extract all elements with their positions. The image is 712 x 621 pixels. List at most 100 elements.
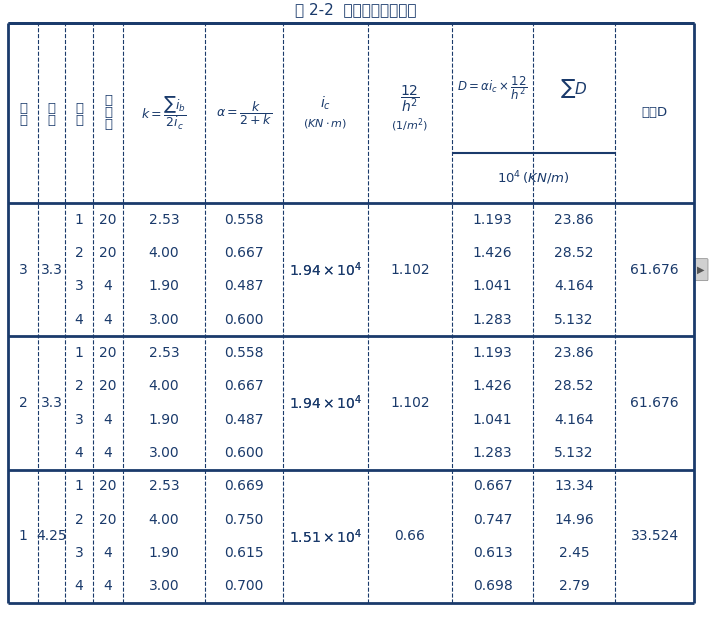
Text: 20: 20 (99, 513, 117, 527)
Text: 柱: 柱 (104, 94, 112, 107)
Text: 5.132: 5.132 (554, 446, 594, 460)
Text: 1.193: 1.193 (473, 346, 513, 360)
Text: $1.94\times 10^4$: $1.94\times 10^4$ (289, 394, 362, 412)
Text: 0.600: 0.600 (224, 312, 263, 327)
Text: $10^4\,(KN/m)$: $10^4\,(KN/m)$ (497, 169, 570, 187)
Text: 2.53: 2.53 (149, 346, 179, 360)
Text: 0.750: 0.750 (224, 513, 263, 527)
Text: 1: 1 (19, 529, 28, 543)
Text: ▶: ▶ (697, 265, 705, 274)
Text: 1.426: 1.426 (473, 246, 513, 260)
Text: 3.3: 3.3 (41, 396, 63, 410)
Text: 61.676: 61.676 (630, 396, 679, 410)
Text: 4.00: 4.00 (149, 513, 179, 527)
Text: 0.669: 0.669 (224, 479, 264, 493)
Text: 13.34: 13.34 (554, 479, 594, 493)
Text: 2.53: 2.53 (149, 212, 179, 227)
Text: 4.00: 4.00 (149, 246, 179, 260)
Text: 2: 2 (75, 513, 83, 527)
Text: 2.79: 2.79 (559, 579, 590, 593)
Text: 2: 2 (75, 379, 83, 393)
Text: 0.600: 0.600 (224, 446, 263, 460)
Text: 1: 1 (75, 479, 83, 493)
Text: 0.667: 0.667 (224, 246, 264, 260)
Text: $1.51\times10^4$: $1.51\times10^4$ (289, 527, 362, 546)
Text: 4.00: 4.00 (149, 379, 179, 393)
Text: 1.283: 1.283 (473, 312, 513, 327)
Text: 3: 3 (75, 413, 83, 427)
Text: 23.86: 23.86 (554, 346, 594, 360)
Text: 0.558: 0.558 (224, 212, 263, 227)
Text: $\alpha=\dfrac{k}{2+k}$: $\alpha=\dfrac{k}{2+k}$ (216, 99, 272, 127)
Text: $\sum D$: $\sum D$ (560, 76, 588, 99)
Text: 0.487: 0.487 (224, 413, 263, 427)
Text: 0.558: 0.558 (224, 346, 263, 360)
Text: 4: 4 (104, 546, 112, 560)
Text: 4: 4 (104, 579, 112, 593)
Text: $k=\dfrac{\sum i_b}{2i_c}$: $k=\dfrac{\sum i_b}{2i_c}$ (141, 94, 187, 132)
Text: 4: 4 (75, 312, 83, 327)
Text: 0.613: 0.613 (473, 546, 513, 560)
Text: 层: 层 (48, 101, 56, 114)
Text: 3.00: 3.00 (149, 312, 179, 327)
Text: 1.041: 1.041 (473, 413, 513, 427)
Text: 2: 2 (19, 396, 27, 410)
Text: 4: 4 (104, 446, 112, 460)
Text: 4: 4 (75, 579, 83, 593)
Text: 20: 20 (99, 212, 117, 227)
Text: 2: 2 (75, 246, 83, 260)
Text: $(1/m^2)$: $(1/m^2)$ (392, 116, 429, 134)
Text: 14.96: 14.96 (554, 513, 594, 527)
Text: 2.53: 2.53 (149, 479, 179, 493)
Text: 28.52: 28.52 (554, 379, 594, 393)
Text: 0.66: 0.66 (394, 529, 426, 543)
Text: $1.94\times10^4$: $1.94\times10^4$ (289, 260, 362, 279)
Text: 28.52: 28.52 (554, 246, 594, 260)
Text: $D=\alpha i_c \times \dfrac{12}{h^2}$: $D=\alpha i_c \times \dfrac{12}{h^2}$ (457, 74, 528, 102)
Text: 1.90: 1.90 (149, 279, 179, 293)
Text: $1.94\times10^4$: $1.94\times10^4$ (289, 394, 362, 412)
Text: 20: 20 (99, 246, 117, 260)
Text: 柱: 柱 (75, 101, 83, 114)
Text: 根: 根 (104, 106, 112, 119)
Text: 1.283: 1.283 (473, 446, 513, 460)
Text: 5.132: 5.132 (554, 312, 594, 327)
Text: 层: 层 (19, 101, 27, 114)
Text: $\dfrac{12}{h^2}$: $\dfrac{12}{h^2}$ (400, 84, 420, 114)
Text: 20: 20 (99, 479, 117, 493)
Text: 高: 高 (48, 114, 56, 127)
Text: $1.51\times 10^4$: $1.51\times 10^4$ (289, 527, 362, 546)
Text: 3.00: 3.00 (149, 579, 179, 593)
Text: 0.667: 0.667 (224, 379, 264, 393)
Text: 2.45: 2.45 (559, 546, 590, 560)
Text: 1.90: 1.90 (149, 546, 179, 560)
Text: 0.698: 0.698 (473, 579, 513, 593)
Text: 0.747: 0.747 (473, 513, 512, 527)
Text: 61.676: 61.676 (630, 263, 679, 277)
Text: 33.524: 33.524 (630, 529, 679, 543)
Text: 3.00: 3.00 (149, 446, 179, 460)
Text: 3: 3 (19, 263, 27, 277)
Text: 1.193: 1.193 (473, 212, 513, 227)
Text: 1: 1 (75, 346, 83, 360)
Text: 4.164: 4.164 (554, 413, 594, 427)
Text: 1.90: 1.90 (149, 413, 179, 427)
Text: 1.102: 1.102 (390, 263, 430, 277)
Text: 23.86: 23.86 (554, 212, 594, 227)
Text: 1.041: 1.041 (473, 279, 513, 293)
Text: 数: 数 (19, 114, 27, 127)
Text: $i_c$: $i_c$ (320, 94, 331, 112)
Text: 20: 20 (99, 346, 117, 360)
Text: $1.94\times 10^4$: $1.94\times 10^4$ (289, 260, 362, 279)
Text: $(KN \cdot m)$: $(KN \cdot m)$ (303, 117, 347, 130)
Text: 4.25: 4.25 (36, 529, 67, 543)
Text: 4: 4 (75, 446, 83, 460)
Text: 0.667: 0.667 (473, 479, 513, 493)
Text: 数: 数 (104, 119, 112, 132)
Text: 表 2-2  柱的刚度计算结果: 表 2-2 柱的刚度计算结果 (295, 2, 417, 17)
Text: 4: 4 (104, 413, 112, 427)
Text: 4: 4 (104, 312, 112, 327)
Text: 楼层D: 楼层D (642, 106, 668, 119)
Text: 0.487: 0.487 (224, 279, 263, 293)
Text: 3.3: 3.3 (41, 263, 63, 277)
